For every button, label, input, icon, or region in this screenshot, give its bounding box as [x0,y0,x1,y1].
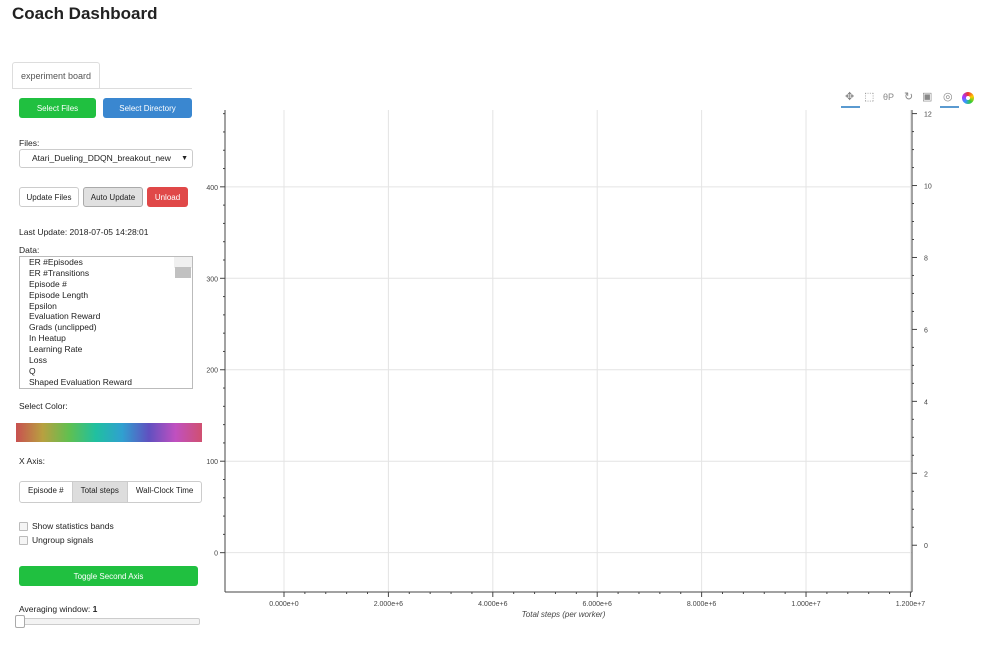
unload-button[interactable]: Unload [147,187,188,207]
select-color-label: Select Color: [19,401,68,411]
y2-tick-label: 2 [924,471,928,478]
data-list-item[interactable]: Grads (unclipped) [29,322,97,333]
color-wheel-icon[interactable] [962,92,974,104]
data-list-item[interactable]: Epsilon [29,300,57,311]
x-tick-label: 2.000e+6 [374,601,403,608]
select-directory-button[interactable]: Select Directory [103,98,192,118]
data-list-item[interactable]: Learning Rate [29,344,83,355]
ungroup-signals-label: Ungroup signals [32,535,94,545]
data-list-item[interactable]: ER #Transitions [29,267,90,278]
tab-divider [12,88,192,89]
pan-active-indicator [841,106,860,108]
x-tick-label: 0.000e+0 [269,601,298,608]
x-axis-option-wall-clock[interactable]: Wall-Clock Time [135,486,194,495]
x-tick-label: 1.200e+7 [896,601,925,608]
x-tick-label: 1.000e+7 [791,601,820,608]
files-label: Files: [19,138,40,148]
y2-tick-label: 4 [924,399,928,406]
x-tick-label: 6.000e+6 [583,601,612,608]
x-axis-button-group: Episode # Total steps Wall-Clock Time [19,481,203,503]
x-axis-option-episode[interactable]: Episode # [20,482,73,502]
x-axis-label: Total steps (per worker) [522,610,606,619]
reset-icon[interactable]: ↻ [904,91,914,103]
y2-tick-label: 12 [924,112,932,119]
y-tick-label: 0 [214,551,218,558]
auto-update-button[interactable]: Auto Update [83,187,143,207]
last-update-text: Last Update: 2018-07-05 14:28:01 [19,227,149,237]
hover-active-indicator [940,106,959,108]
select-files-button[interactable]: Select Files [19,98,96,118]
scrollbar-thumb[interactable] [175,267,191,278]
y-tick-label: 100 [206,459,218,466]
x-axis-label: X Axis: [19,456,45,466]
data-list-item[interactable]: Q [29,365,36,376]
x-tick-label: 4.000e+6 [478,601,507,608]
files-select-value: Atari_Dueling_DDQN_breakout_new [32,153,171,163]
y2-tick-label: 10 [924,184,932,191]
statistics-bands-checkbox[interactable] [19,522,28,531]
x-tick-label: 8.000e+6 [687,601,716,608]
save-icon[interactable]: ▣ [922,91,933,103]
listbox-scrollbar[interactable] [174,257,192,278]
pan-icon[interactable]: ✥ [845,91,855,103]
y2-tick-label: 0 [924,543,928,550]
toggle-second-axis-button[interactable]: Toggle Second Axis [19,566,198,586]
data-list-item[interactable]: Loss [29,355,47,366]
statistics-bands-label: Show statistics bands [32,521,114,531]
ungroup-signals-checkbox[interactable] [19,536,28,545]
data-list-item[interactable]: In Heatup [29,333,66,344]
x-axis-option-total-steps[interactable]: Total steps [72,482,128,502]
averaging-value: 1 [92,604,98,614]
data-list-item[interactable]: Evaluation Reward [29,311,101,322]
wheel-zoom-icon[interactable]: θP [883,92,895,102]
update-files-button[interactable]: Update Files [19,187,79,207]
y2-tick-label: 6 [924,327,928,334]
files-select[interactable]: Atari_Dueling_DDQN_breakout_new ▼ [19,149,193,168]
dropdown-arrow-icon: ▼ [181,155,188,162]
data-list-item[interactable]: Shaped Evaluation Reward [29,376,133,387]
averaging-slider-handle[interactable] [15,615,25,628]
data-list-item[interactable]: Episode # [29,278,67,289]
box-zoom-icon[interactable]: ⬚ [864,91,875,103]
data-list-item[interactable]: ER #Episodes [29,257,83,267]
tab-experiment-board[interactable]: experiment board [12,62,100,89]
page-title: Coach Dashboard [12,4,158,23]
averaging-window-label: Averaging window: 1 [19,604,97,614]
y-tick-label: 200 [206,368,218,375]
y2-tick-label: 8 [924,255,928,262]
data-listbox[interactable]: ER #Episodes ER #Transitions Episode # Epis… [19,256,193,389]
color-picker-bar[interactable] [16,423,202,442]
data-label: Data: [19,245,40,255]
hover-icon[interactable]: ◎ [943,91,953,103]
y-tick-label: 400 [206,185,218,192]
data-list-item[interactable]: Episode Length [29,289,89,300]
y-tick-label: 300 [206,276,218,283]
averaging-label-text: Averaging window: [19,604,91,614]
